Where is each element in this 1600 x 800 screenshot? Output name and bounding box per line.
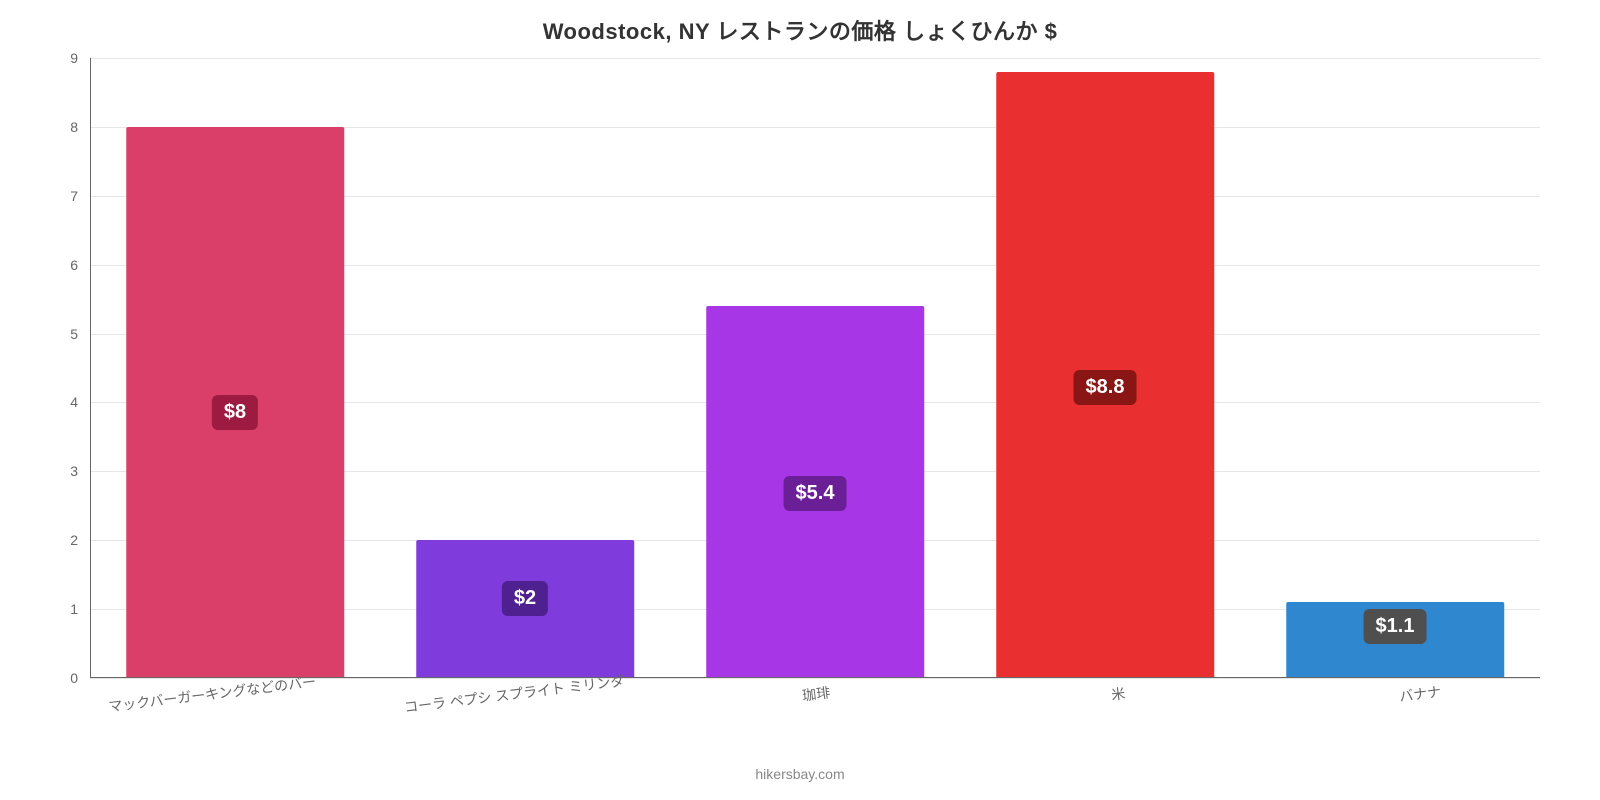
y-axis-line (90, 58, 91, 678)
bar-value-label: $2 (502, 581, 548, 616)
y-tick-label: 7 (70, 188, 90, 204)
bars-container: $8 $2 $5.4 $8.8 $1.1 (90, 58, 1540, 678)
chart-title: Woodstock, NY レストランの価格 しょくひんか $ (30, 14, 1570, 46)
y-tick-label: 8 (70, 119, 90, 135)
bar-value-label: $8 (212, 395, 258, 430)
x-axis-category-label: 珈琲 (801, 682, 831, 705)
y-tick-label: 2 (70, 532, 90, 548)
plot-area: 0123456789 $8$2$5.4$8.8$1.1 (90, 58, 1540, 678)
bar-slot: $2 (380, 58, 670, 678)
bar-value-label: $1.1 (1364, 609, 1427, 644)
y-tick-label: 3 (70, 463, 90, 479)
x-axis-category-label: バナナ (1398, 681, 1442, 706)
y-tick-label: 9 (70, 50, 90, 66)
bar-value-label: $5.4 (784, 476, 847, 511)
y-tick-label: 0 (70, 670, 90, 686)
x-axis-category-label: 米 (1110, 683, 1126, 705)
bar-slot: $8 (90, 58, 380, 678)
y-tick-label: 5 (70, 326, 90, 342)
bar-value-label: $8.8 (1074, 370, 1137, 405)
bar-slot: $1.1 (1250, 58, 1540, 678)
y-tick-label: 4 (70, 394, 90, 410)
y-tick-label: 6 (70, 257, 90, 273)
attribution-text: hikersbay.com (0, 766, 1600, 782)
y-tick-label: 1 (70, 601, 90, 617)
bar-slot: $5.4 (670, 58, 960, 678)
price-bar-chart: Woodstock, NY レストランの価格 しょくひんか $ 0 1 2 3 4 5 6 7… (0, 0, 1600, 800)
bar-slot: $8.8 (960, 58, 1250, 678)
